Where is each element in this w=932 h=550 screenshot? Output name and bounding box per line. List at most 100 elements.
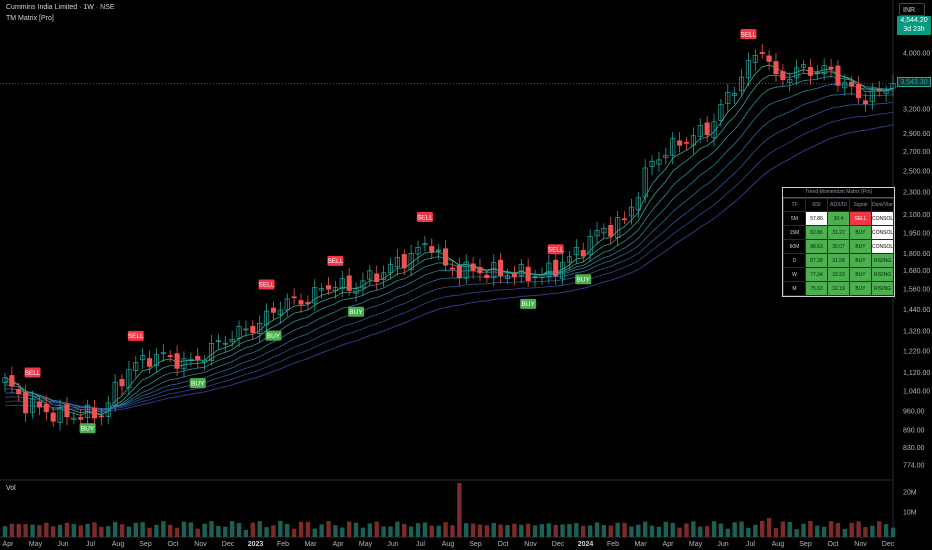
x-tick-label: Sep — [139, 541, 152, 548]
matrix-header-cell: Dom/Vlan — [871, 198, 894, 212]
volume-bar — [691, 521, 696, 537]
candle-body — [215, 340, 221, 343]
matrix-cell: RISING — [871, 267, 894, 282]
candle-body — [387, 264, 394, 274]
candle-body — [147, 358, 153, 367]
volume-bar — [285, 523, 290, 537]
volume-bar — [539, 524, 545, 537]
signal-text: SELL — [740, 31, 756, 38]
volume-label[interactable]: Vol — [6, 485, 16, 492]
y-tick-label: 1,680.00 — [903, 268, 930, 275]
matrix-cell: BUY — [849, 225, 872, 240]
volume-bar — [718, 523, 724, 537]
signal-text: SELL — [417, 214, 433, 221]
matrix-table: TF RSI ADX/DI Signal Dom/Vlan 5M 57.86 30.4 SELL… — [783, 198, 894, 296]
candle-body — [869, 89, 875, 103]
symbol-title[interactable]: Cummins India Limited · 1W · NSE — [6, 4, 115, 11]
candle-body — [91, 407, 98, 419]
currency-badge[interactable]: INR — [899, 3, 925, 16]
candle-body — [443, 248, 449, 266]
matrix-cell: 32.19 — [827, 281, 850, 296]
candle-body — [195, 355, 201, 361]
candle-body — [208, 343, 215, 361]
candle-body — [546, 262, 552, 277]
candle-body — [463, 261, 469, 279]
volume-bar — [649, 525, 655, 537]
candle-body — [656, 159, 662, 165]
x-tick-label: Jul — [86, 541, 95, 548]
volume-bar — [615, 522, 620, 537]
x-tick-label: May — [689, 541, 703, 548]
matrix-cell: BUY — [849, 267, 872, 282]
volume-bar — [429, 525, 434, 537]
volume-bar — [656, 526, 662, 537]
volume-bar — [133, 522, 138, 537]
ema-ribbon-line — [4, 101, 894, 410]
signal-text: SELL — [128, 333, 144, 340]
y-tick-label: 1,320.00 — [903, 329, 930, 336]
x-tick-label: 2023 — [248, 541, 264, 548]
volume-bar — [154, 524, 159, 537]
buy-signal-label: BUY — [575, 274, 592, 285]
volume-bar — [333, 525, 338, 537]
volume-bar — [684, 523, 689, 537]
candle-body — [780, 71, 786, 80]
volume-bar — [560, 524, 565, 537]
volume-bar — [422, 522, 428, 537]
volume-bar — [408, 526, 414, 537]
candle-body — [229, 338, 235, 343]
volume-bar — [92, 522, 97, 537]
volume-bar — [581, 525, 586, 537]
candle-body — [821, 65, 827, 74]
candle-body — [752, 54, 758, 63]
volume-bar — [464, 523, 469, 537]
candle-body — [849, 81, 855, 87]
matrix-title: Trend-Momentum Matrix [Pro] — [783, 188, 894, 198]
candle-body — [23, 391, 29, 414]
matrix-cell: CONSOL — [871, 239, 894, 254]
volume-bar — [99, 526, 104, 537]
candle-body — [188, 358, 194, 362]
candle-body — [498, 259, 504, 276]
x-tick-label: Sep — [469, 541, 482, 548]
volume-bar — [243, 529, 249, 537]
matrix-row: W 77.34 33.33 BUY RISING — [783, 267, 894, 282]
signal-box — [547, 244, 564, 255]
volume-bar — [622, 522, 627, 537]
volume-bar — [126, 526, 132, 537]
y-tick-label: 2,900.00 — [903, 131, 930, 138]
candle-body — [360, 280, 366, 289]
volume-bar — [477, 524, 483, 537]
volume-bar — [57, 524, 63, 537]
candle-body — [670, 138, 676, 156]
candle-body — [2, 377, 8, 384]
volume-bar — [106, 526, 111, 537]
candle-body — [29, 398, 36, 413]
candle-body — [119, 379, 125, 387]
y-tick-label: 3,200.00 — [903, 106, 930, 113]
volume-bar — [291, 528, 297, 537]
volume-bar — [360, 527, 366, 537]
last-price-box: 4,544.20 3d 23h — [897, 16, 931, 35]
candle-body — [284, 298, 290, 311]
candle-body — [140, 355, 146, 361]
signal-text: BUY — [191, 380, 205, 387]
x-tick-label: Aug — [112, 541, 125, 548]
candle-body — [628, 206, 634, 217]
ema-ribbon-line — [5, 83, 894, 411]
volume-bar — [780, 521, 786, 537]
candle-body — [663, 154, 669, 158]
matrix-cell: CONSOL — [871, 211, 894, 226]
signal-text: BUY — [267, 333, 281, 340]
volume-bar — [326, 520, 331, 537]
ema-ribbon-line — [4, 71, 894, 415]
indicator-name[interactable]: TM Matrix [Pro] — [6, 15, 54, 22]
y-tick-label: 960.00 — [903, 408, 925, 415]
candle-body — [346, 275, 352, 291]
volume-bar — [450, 525, 455, 537]
candle-body — [683, 141, 690, 144]
candle-body — [690, 135, 696, 146]
candle-body — [835, 65, 841, 86]
candle-body — [573, 246, 579, 256]
